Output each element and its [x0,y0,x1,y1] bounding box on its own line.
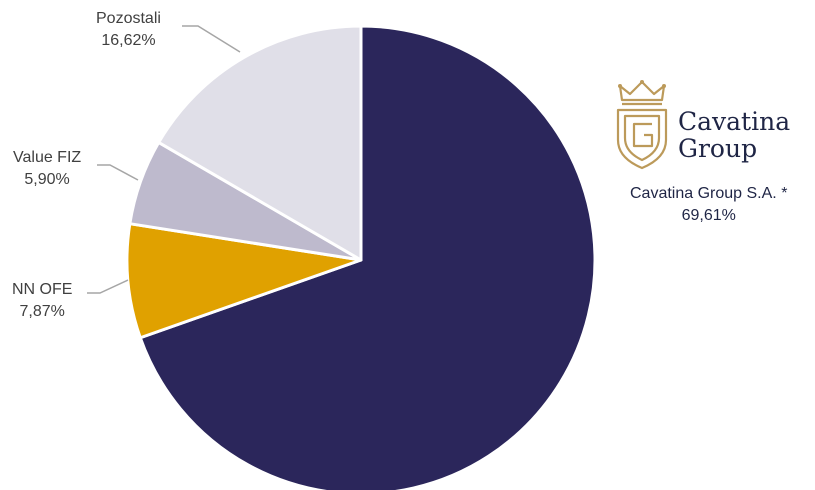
label-value-fiz-name: Value FIZ [13,149,82,166]
logo-wordmark: Cavatina Group [678,108,790,162]
label-cavatina-name: Cavatina Group S.A. * [630,185,788,202]
label-nn-ofe: NN OFE 7,87% [12,279,72,323]
crown-shield-icon [616,80,668,170]
label-value-fiz-value: 5,90% [24,171,70,188]
logo-line1: Cavatina [678,107,791,136]
leader-nn-ofe [87,279,129,294]
logo-line2: Group [678,134,758,163]
slice-pozostali [157,24,363,262]
label-cavatina: Cavatina Group S.A. * 69,61% [630,183,787,227]
label-cavatina-value: 69,61% [681,207,736,224]
label-nn-ofe-value: 7,87% [19,303,65,320]
label-value-fiz: Value FIZ 5,90% [13,147,81,191]
label-pozostali: Pozostali 16,62% [96,8,161,52]
slice-cavatina [138,24,597,490]
leader-value-fiz [97,164,139,181]
label-pozostali-value: 16,62% [101,32,156,49]
leader-pozostali [182,25,241,53]
label-nn-ofe-name: NN OFE [12,281,73,298]
label-pozostali-name: Pozostali [96,10,161,27]
cavatina-logo: Cavatina Group [612,78,792,173]
